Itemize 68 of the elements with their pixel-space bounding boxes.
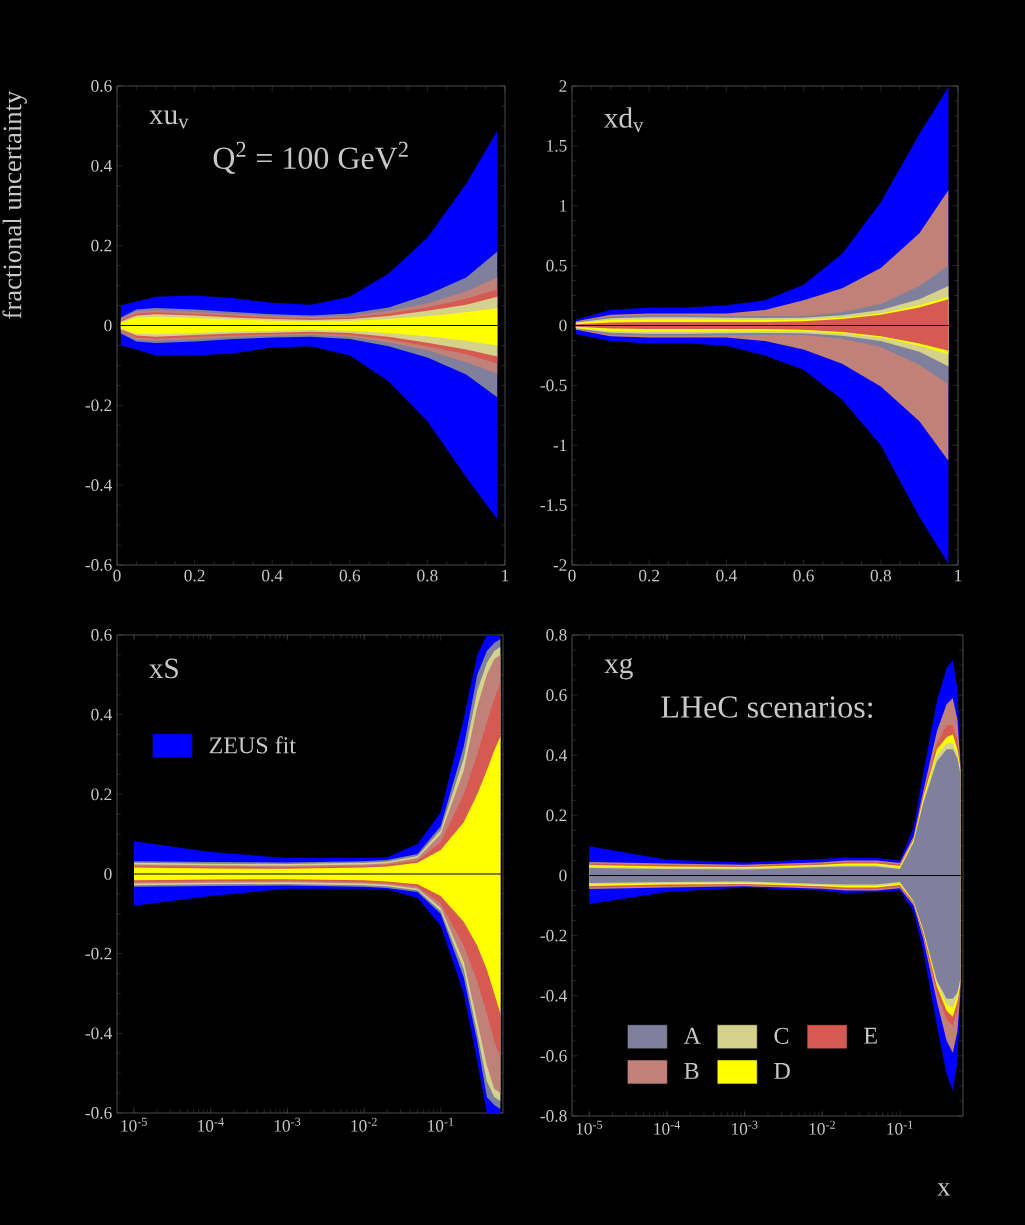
y-tick-label: -0.2 [540,929,567,942]
y-tick-label: 0.8 [546,629,567,641]
legend-label: C [774,1027,789,1044]
y-tick-label: -0.2 [85,947,112,960]
y-tick-label: -0.4 [540,989,568,1002]
x-tick-label: 10$^{-3}$ [274,1117,301,1132]
annotation: xg [604,657,633,680]
x-axis-title: x [937,1183,951,1196]
y-tick-label: -0.4 [85,479,113,492]
y-tick-label: -0.2 [85,399,112,412]
x-tick-label: 0 [113,569,121,582]
y-tick-label: 0.4 [91,708,113,721]
y-tick-label: 0 [104,868,112,880]
y-tick-label: 0.6 [91,80,112,92]
x-tick-label: 0.6 [339,569,361,582]
y-tick-label: 0.4 [546,749,568,762]
x-tick-label: 10$^{-4}$ [654,1120,681,1135]
y-tick-label: 0.2 [91,788,112,801]
y-tick-label: -0.6 [540,1049,567,1062]
legend-label: E [864,1027,877,1044]
y-axis-title: fractional uncertainty [2,90,27,319]
y-tick-label: -1 [553,439,567,451]
y-tick-label: 1 [560,200,567,212]
x-tick-label: 0.2 [184,569,205,582]
y-tick-label: 2 [559,80,567,92]
x-tick-label: 0.4 [716,569,737,582]
y-tick-label: 0 [559,869,567,882]
y-tick-label: -0.6 [85,559,112,571]
annotation: xu$_{v}$ [149,110,189,129]
annotation: LHeC scenarios: [661,696,872,718]
x-tick-label: 0.6 [793,569,814,582]
y-tick-label: 0.2 [91,239,112,252]
y-tick-label: 0.2 [546,809,567,822]
y-tick-label: -2 [553,559,567,571]
annotation: Q$^{2}$ = 100 GeV$^{2}$ [213,141,408,174]
y-tick-label: 0.4 [91,159,113,172]
annotation: xd$_{v}$ [603,107,644,132]
legend-label: A [683,1027,701,1044]
y-tick-label: 0.6 [546,689,567,702]
y-tick-label: -0.4 [85,1027,113,1040]
y-tick-label: 0.6 [91,629,112,641]
legend-label: D [774,1063,790,1079]
y-tick-label: 0 [559,319,567,332]
x-tick-label: 10$^{-2}$ [809,1120,835,1135]
x-tick-label: 0 [568,569,576,582]
x-tick-label: 0.2 [639,569,660,582]
x-tick-label: 0.8 [417,569,438,582]
y-tick-label: -0.8 [540,1110,567,1122]
x-tick-label: 10$^{-5}$ [576,1120,603,1135]
y-tick-label: -1.5 [540,499,567,511]
y-tick-label: 1.5 [547,140,567,152]
x-tick-label: 10$^{-3}$ [732,1120,758,1135]
legend-label: ZEUS fit [209,736,296,754]
x-tick-label: 10$^{-1}$ [428,1117,454,1132]
y-tick-label: -0.6 [85,1107,112,1119]
x-tick-label: 1 [955,569,962,582]
x-tick-label: 0.8 [870,569,891,582]
x-tick-label: 0.4 [262,569,283,582]
y-tick-label: 0 [104,319,112,332]
x-tick-label: 10$^{-2}$ [351,1117,377,1132]
x-tick-label: 10$^{-4}$ [198,1117,224,1132]
legend-label: B [684,1063,699,1079]
x-tick-label: 10$^{-5}$ [121,1117,147,1132]
y-tick-label: -0.5 [540,379,567,392]
annotation: xS [148,658,178,679]
x-tick-label: 1 [502,569,509,582]
x-tick-label: 10$^{-1}$ [887,1120,913,1135]
y-tick-label: 0.5 [546,259,567,272]
